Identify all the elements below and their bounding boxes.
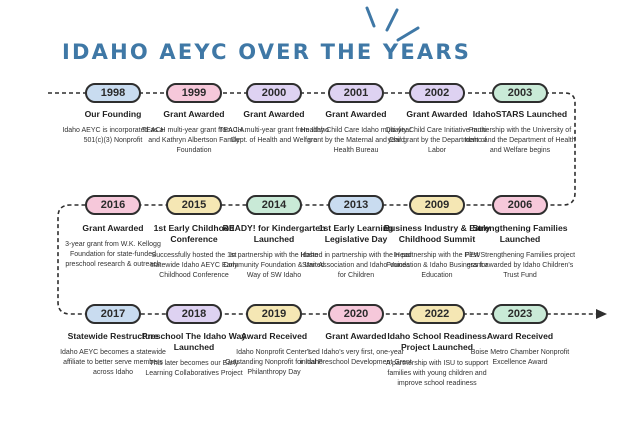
year-badge: 2020 — [328, 304, 384, 324]
event-description: Successfully hosted the 1st statewide Id… — [150, 252, 238, 279]
event-description: Healthy Child Care Idaho multi-year gran… — [300, 127, 412, 154]
event-title: Preschool The Idaho Way Launched — [141, 331, 247, 352]
year-badge: 2019 — [246, 304, 302, 324]
event-description: A partnership with ISU to support famili… — [385, 360, 489, 387]
event-title: Business Industry & Early Childhood Summ… — [383, 223, 491, 244]
year-badge: 2006 — [492, 195, 548, 215]
year-badge: 2001 — [328, 83, 384, 103]
year-badge: 2018 — [166, 304, 222, 324]
page-title: IDAHO AEYC OVER THE YEARS — [62, 40, 472, 64]
event-title: READY! for Kindergarten Launched — [222, 223, 326, 244]
event-title: Statewide Restructure — [67, 331, 159, 341]
event-description: First Strengthening Families project gra… — [464, 252, 576, 279]
year-badge: 1998 — [85, 83, 141, 103]
event-title: Grant Awarded — [406, 109, 468, 119]
year-badge: 1999 — [166, 83, 222, 103]
event-description: Quality Child Care Initiative multi-year… — [385, 127, 489, 154]
event-title: Award Received — [240, 331, 308, 341]
event-description: Idaho AEYC is incorporated as a 501(c)(3… — [62, 127, 164, 144]
event-title: Grant Awarded — [82, 223, 144, 233]
event-title: Grant Awarded — [163, 109, 225, 119]
event-title: Award Received — [486, 331, 554, 341]
event-description: In partnership with the PEW Foundation &… — [386, 252, 488, 279]
event-description: Partnership with the University of Idaho… — [464, 127, 576, 154]
timeline-line-row-1 — [48, 92, 596, 315]
event-description: TEACH multi-year grant from J.A. and Kat… — [141, 127, 247, 154]
year-badge: 2003 — [492, 83, 548, 103]
event-description: Hosted in partnership with the Head Star… — [300, 252, 412, 279]
event-description: Boise Metro Chamber Nonprofit Excellence… — [470, 349, 570, 366]
sparkle-decoration — [365, 6, 420, 42]
timeline-arrow-head — [596, 309, 607, 319]
event-title: 1st Early Childhood Conference — [153, 223, 235, 244]
year-badge: 2015 — [166, 195, 222, 215]
event-title: IdahoSTARS Launched — [472, 109, 568, 119]
year-badge: 2017 — [85, 304, 141, 324]
event-description: In partnership with the Idaho Community … — [223, 252, 325, 279]
event-description: TEACH multi-year grant from Idaho Dept. … — [219, 127, 329, 144]
year-badge: 2016 — [85, 195, 141, 215]
year-badge: 2013 — [328, 195, 384, 215]
event-title: 1st Early Learning Legislative Day — [318, 223, 394, 244]
event-description: Led Idaho's very first, one-year initial… — [300, 349, 412, 366]
event-title: Grant Awarded — [243, 109, 305, 119]
year-badge: 2000 — [246, 83, 302, 103]
event-title: Our Founding — [84, 109, 142, 119]
event-title: Grant Awarded — [325, 331, 387, 341]
year-badge: 2014 — [246, 195, 302, 215]
event-description: 3-year grant from W.K. Kellogg Foundatio… — [65, 241, 161, 268]
event-description: Idaho AEYC becomes a statewide affiliate… — [60, 349, 166, 376]
event-description: This later becomes our Early Learning Co… — [145, 360, 243, 377]
year-badge: 2023 — [492, 304, 548, 324]
event-title: Grant Awarded — [325, 109, 387, 119]
event-description: Idaho Nonprofit Center's Outstanding Non… — [225, 349, 323, 376]
year-badge: 2022 — [409, 304, 465, 324]
event-title: Strengthening Families Launched — [472, 223, 568, 244]
year-badge: 2009 — [409, 195, 465, 215]
event-title: Idaho School Readiness Project Launched — [387, 331, 487, 352]
year-badge: 2002 — [409, 83, 465, 103]
